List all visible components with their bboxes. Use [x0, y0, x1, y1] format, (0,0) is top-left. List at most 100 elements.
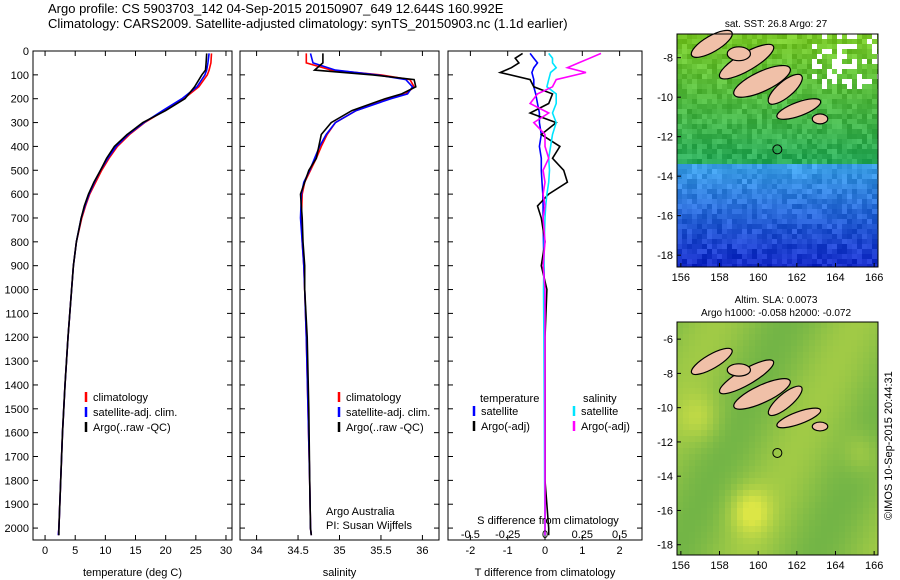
sst-map-cell: [812, 164, 817, 169]
sst-map-cell: [822, 184, 827, 189]
sst-map-cell: [757, 214, 762, 219]
sst-map-cell: [842, 89, 847, 94]
sst-map-cell: [782, 49, 787, 54]
sst-map-cell: [842, 129, 847, 134]
sst-map-cell: [757, 109, 762, 114]
sla-map-cell: [713, 532, 719, 538]
sst-map-cell: [747, 144, 752, 149]
sst-map-cell: [857, 59, 862, 64]
sst-map-cell: [747, 114, 752, 119]
sst-map-cell: [872, 109, 877, 114]
sla-map-cell: [797, 436, 803, 442]
sst-map-cell: [742, 244, 747, 249]
sst-map-cell: [702, 34, 707, 39]
sst-map-cell: [762, 134, 767, 139]
sla-map-cell: [839, 352, 845, 358]
sla-map-cell: [833, 418, 839, 424]
sla-map-cell: [857, 388, 863, 394]
sst-map-cell: [707, 84, 712, 89]
sla-map-cell: [695, 424, 701, 430]
sla-map-cell: [785, 448, 791, 454]
sst-map-cell: [857, 144, 862, 149]
sla-map-cell: [797, 502, 803, 508]
sla-map-cell: [677, 376, 683, 382]
sst-map-cell: [772, 249, 777, 254]
sla-map-cell: [689, 472, 695, 478]
sst-map-cell: [727, 149, 732, 154]
sst-map-cell: [847, 44, 852, 49]
sst-map-cell: [807, 254, 812, 259]
sla-map-cell: [743, 514, 749, 520]
sla-map-cell: [731, 526, 737, 532]
sla-map-cell: [737, 478, 743, 484]
sst-map-cell: [812, 244, 817, 249]
sst-map-cell: [862, 134, 867, 139]
sst-map-cell: [797, 194, 802, 199]
sst-map-cell: [867, 264, 872, 267]
sla-map-cell: [719, 400, 725, 406]
sst-map-cell: [782, 149, 787, 154]
sst-map-cell: [692, 189, 697, 194]
sst-map-cell: [827, 214, 832, 219]
sst-map-cell: [732, 229, 737, 234]
sst-map-cell: [747, 69, 752, 74]
sst-map-cell: [817, 169, 822, 174]
sst-map-cell: [817, 49, 822, 54]
sst-map-cell: [822, 144, 827, 149]
sla-map-cell: [791, 382, 797, 388]
sst-map-cell: [857, 254, 862, 259]
sla-map-cell: [797, 466, 803, 472]
sst-map-cell: [742, 39, 747, 44]
sla-map-cell: [743, 472, 749, 478]
sla-map-cell: [869, 538, 875, 544]
sst-map-cell: [857, 39, 862, 44]
sst-map-cell: [777, 259, 782, 264]
sst-map-cell: [752, 229, 757, 234]
sla-map-cell: [725, 538, 731, 544]
sst-map-cell: [707, 134, 712, 139]
sst-map-cell: [707, 129, 712, 134]
sst-map-cell: [742, 254, 747, 259]
sla-map-cell: [869, 514, 875, 520]
sst-map-cell: [847, 199, 852, 204]
sst-map-cell: [822, 199, 827, 204]
sla-map-cell: [737, 466, 743, 472]
sst-map-cell: [677, 164, 682, 169]
sla-map-cell: [689, 526, 695, 532]
sla-map-cell: [857, 352, 863, 358]
sla-map-cell: [695, 544, 701, 550]
salinity-profile-legend-label: Argo(..raw -QC): [346, 422, 424, 434]
sst-map-cell: [847, 39, 852, 44]
sst-map-cell: [727, 44, 732, 49]
sst-map-cell: [792, 119, 797, 124]
sla-map-cell: [839, 358, 845, 364]
sst-map-cell: [697, 134, 702, 139]
sst-map-cell: [712, 79, 717, 84]
sst-map-cell: [687, 79, 692, 84]
sst-map-cell: [817, 149, 822, 154]
sst-map-cell: [717, 229, 722, 234]
sst-map-cell: [837, 179, 842, 184]
sla-map-cell: [689, 430, 695, 436]
sst-map-cell: [717, 99, 722, 104]
sla-map-cell: [755, 472, 761, 478]
sst-map-cell: [682, 34, 687, 39]
sla-map-cell: [863, 346, 869, 352]
sst-map-cell: [737, 164, 742, 169]
sla-map-cell: [731, 442, 737, 448]
sla-map-cell: [755, 514, 761, 520]
sst-map-cell: [682, 229, 687, 234]
diff-legend-temperature-title: temperature: [480, 393, 539, 405]
sst-map-cell: [867, 204, 872, 209]
sst-map-cell: [867, 149, 872, 154]
sst-map-cell: [787, 139, 792, 144]
sst-map-cell: [742, 34, 747, 39]
sst-map-cell: [722, 149, 727, 154]
sla-map-cell: [677, 526, 683, 532]
sla-map-cell: [719, 460, 725, 466]
sst-map-cell: [712, 179, 717, 184]
sst-map-cell: [752, 104, 757, 109]
sst-map-title: sat. SST: 26.8 Argo: 27: [725, 19, 828, 30]
sla-map-cell: [839, 400, 845, 406]
sst-map-cell: [737, 239, 742, 244]
